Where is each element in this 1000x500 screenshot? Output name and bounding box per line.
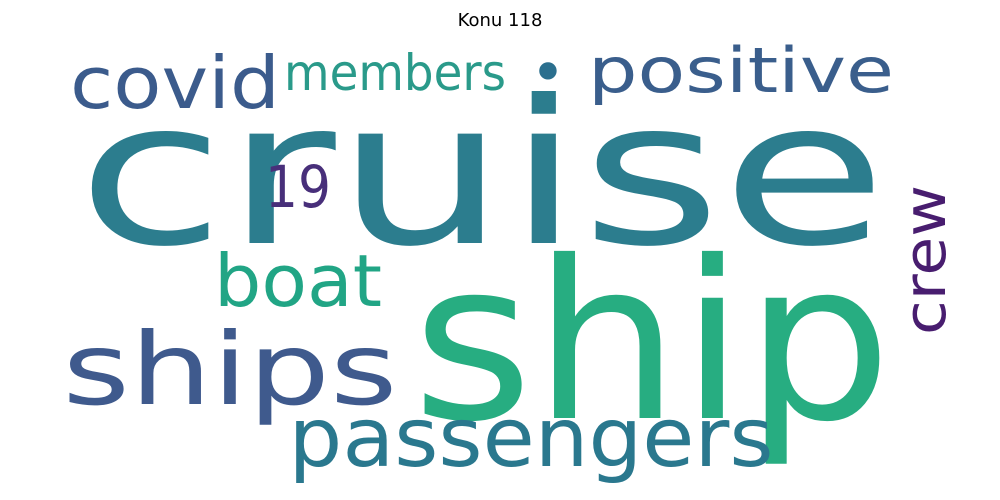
word-members: members bbox=[284, 44, 506, 102]
word-bullet: • bbox=[530, 38, 565, 108]
word-boat: boat bbox=[214, 239, 382, 323]
word-passengers: passengers bbox=[289, 391, 774, 486]
word-19: 19 bbox=[265, 153, 331, 221]
word-ships: ships bbox=[63, 311, 398, 428]
figure-title: Konu 118 bbox=[457, 10, 543, 31]
word-ship: ship bbox=[412, 214, 892, 470]
word-positive: positive bbox=[588, 34, 894, 107]
word-covid: covid bbox=[70, 41, 280, 125]
word-crew: crew bbox=[891, 185, 959, 335]
word-cruise: cruise bbox=[77, 58, 887, 291]
